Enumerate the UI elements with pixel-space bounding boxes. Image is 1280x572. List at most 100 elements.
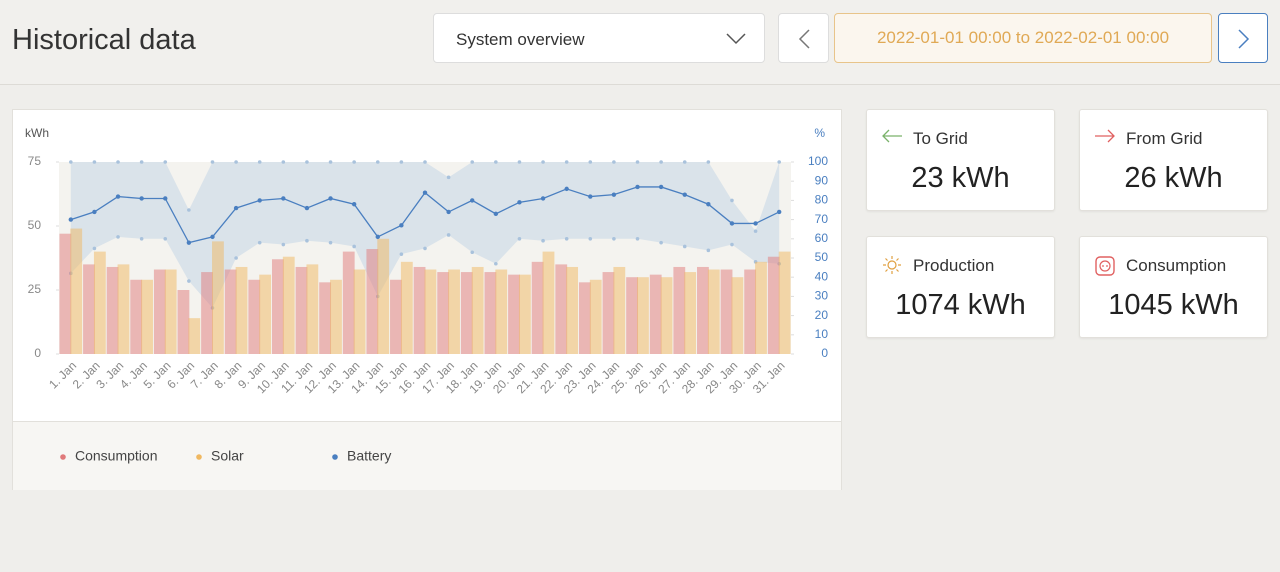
battery-range-point [163, 237, 168, 241]
y2-tick-label: 30 [815, 289, 829, 303]
battery-range-point [517, 160, 522, 164]
battery-range-point [328, 240, 333, 245]
bar [188, 318, 201, 354]
arrow-right-icon [1095, 129, 1115, 143]
card-label: To Grid [913, 129, 968, 148]
bar [377, 238, 390, 354]
battery-range-point [446, 175, 451, 180]
bar [330, 279, 342, 354]
bar [437, 272, 450, 354]
battery-range-point [69, 160, 73, 164]
legend-area [13, 421, 841, 490]
battery-point [611, 192, 617, 197]
y2-tick-label: 20 [815, 308, 829, 322]
chevron-right [1238, 29, 1250, 49]
battery-range-point [446, 233, 451, 237]
battery-range-point [234, 160, 238, 164]
y2-axis-label: % [814, 126, 825, 140]
bar [508, 274, 520, 354]
battery-point [92, 209, 97, 215]
battery-range-point [635, 237, 640, 241]
battery-range-point [706, 248, 711, 253]
battery-range-point [541, 160, 545, 164]
y2-tick-label: 100 [808, 154, 828, 168]
battery-range-point [375, 160, 380, 164]
prev-button[interactable] [778, 13, 829, 63]
battery-range-point [470, 250, 475, 255]
y-tick-label: 50 [28, 218, 42, 232]
battery-range-point [352, 160, 356, 164]
battery-range-point [588, 237, 593, 241]
battery-point [375, 234, 380, 240]
battery-point [186, 240, 192, 245]
bar [424, 269, 437, 354]
battery-range-point [564, 160, 569, 164]
chevron-down [726, 33, 746, 45]
chevron-left [798, 29, 810, 49]
next-button[interactable] [1218, 13, 1268, 63]
bar [400, 261, 413, 354]
view-dropdown[interactable]: System overview [433, 13, 765, 63]
battery-range-point [730, 198, 734, 203]
battery-point [493, 211, 499, 217]
bar [306, 264, 319, 354]
bar [720, 269, 733, 354]
bar [707, 269, 720, 354]
y-tick-label: 0 [34, 346, 41, 360]
battery-range-point [139, 160, 144, 164]
battery-range-point [257, 160, 262, 164]
legend-label: Battery [347, 448, 391, 464]
bar [542, 251, 555, 354]
bar [471, 266, 484, 354]
bar [117, 264, 130, 354]
battery-range-point [116, 235, 120, 239]
bar [59, 233, 72, 354]
battery-point [68, 217, 74, 222]
battery-point [281, 196, 286, 201]
bar [83, 264, 95, 354]
bar [697, 266, 709, 354]
consumption-card: Consumption 1045 kWh [1079, 236, 1268, 338]
bar [684, 272, 697, 354]
battery-range-point [116, 160, 120, 164]
battery-point [422, 190, 428, 195]
bar [224, 269, 237, 354]
plug-icon [1095, 256, 1115, 276]
bar [177, 290, 190, 354]
battery-point [257, 198, 262, 203]
date-range[interactable]: 2022-01-01 00:00 to 2022-02-01 00:00 [834, 13, 1212, 63]
sun-icon [883, 256, 901, 274]
bar [70, 228, 83, 354]
bar [164, 269, 177, 354]
bar [744, 269, 757, 354]
bar [555, 264, 568, 354]
battery-point [163, 196, 168, 201]
battery-point [210, 234, 215, 240]
battery-range-point [281, 242, 286, 247]
battery-range-point [612, 160, 616, 164]
production-card: Production 1074 kWh [866, 236, 1055, 338]
battery-range-point [257, 240, 262, 245]
legend-swatch [196, 454, 202, 460]
bar [342, 251, 355, 354]
bar [413, 266, 426, 354]
bar [153, 269, 166, 354]
y-tick-label: 25 [28, 282, 42, 296]
to-grid-card: To Grid 23 kWh [866, 109, 1055, 211]
y2-tick-label: 10 [815, 327, 829, 341]
battery-range-point [399, 160, 404, 164]
legend-label: Solar [211, 448, 244, 464]
y2-tick-label: 60 [815, 231, 829, 245]
battery-point [233, 205, 239, 211]
bar [518, 274, 531, 354]
bar [295, 266, 308, 354]
bar [319, 282, 332, 354]
bar [731, 277, 744, 354]
battery-point [658, 184, 664, 190]
arrow-left-icon [882, 129, 902, 143]
battery-range-point [541, 238, 545, 243]
y2-tick-label: 0 [821, 346, 828, 360]
battery-point [682, 192, 687, 197]
bar [637, 277, 649, 354]
